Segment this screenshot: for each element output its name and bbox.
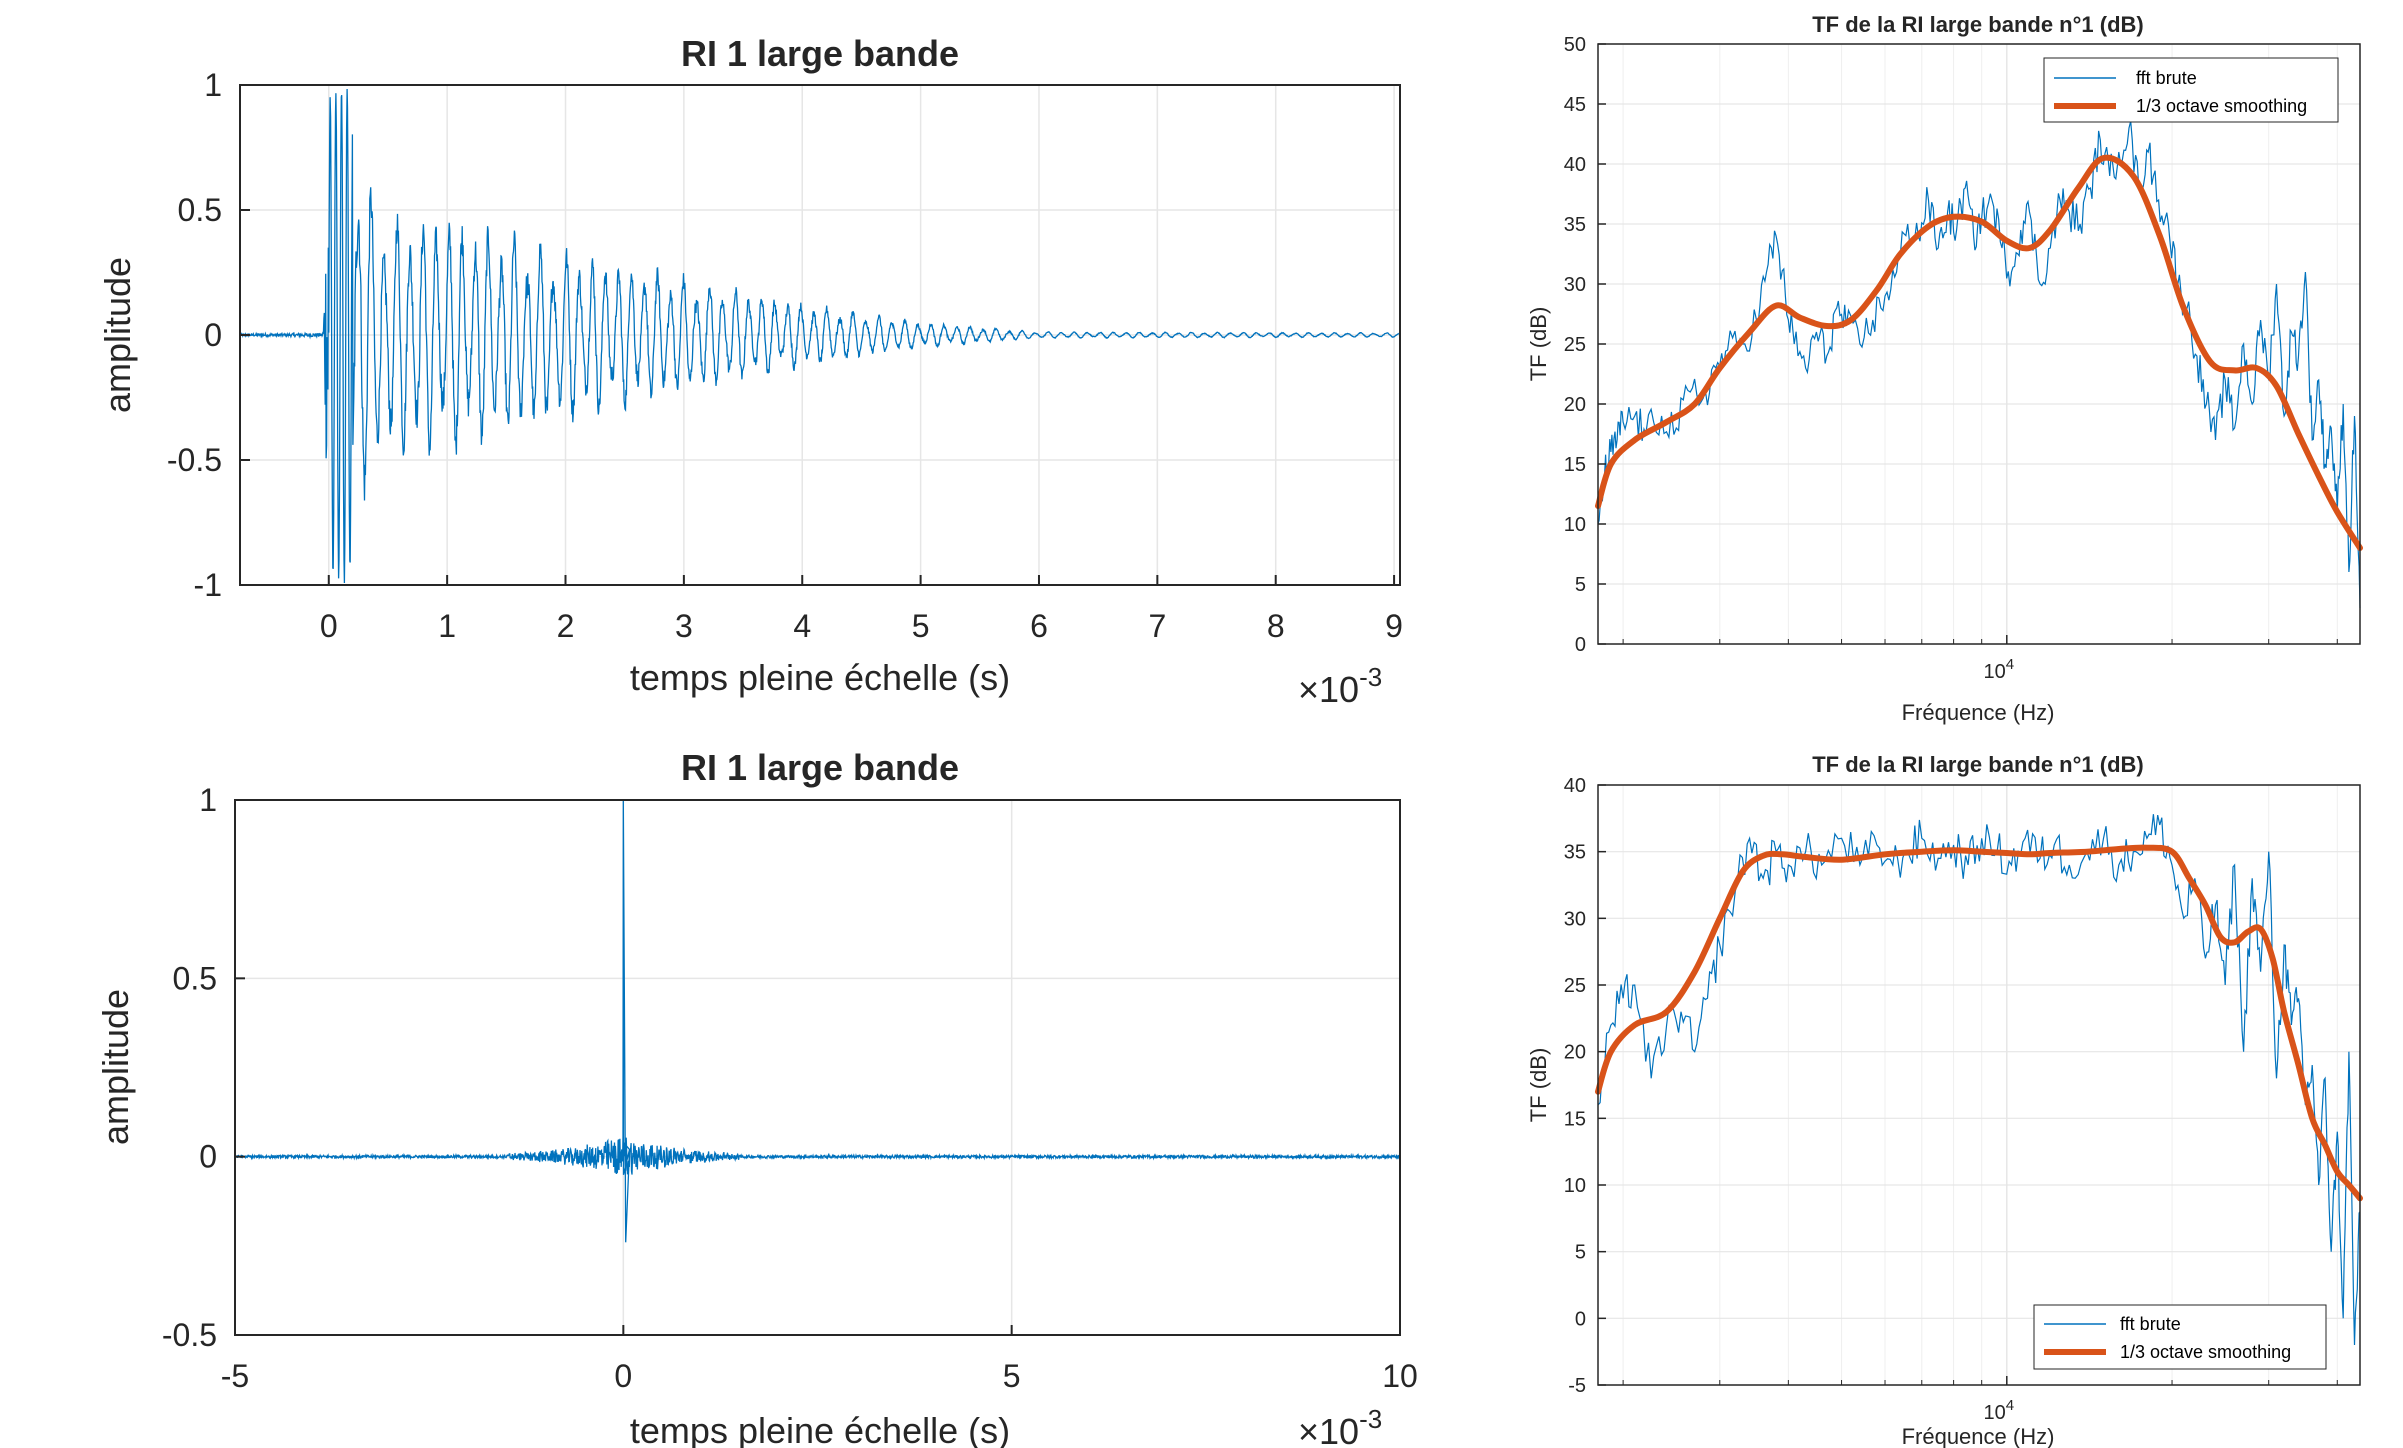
tf-top-series (1595, 121, 2363, 609)
y-tick-label: 10 (1564, 514, 1586, 536)
tf-bottom-axes-box (1597, 784, 2361, 1386)
y-tick-label: 20 (1564, 394, 1586, 416)
x-tick-label: 6 (1030, 608, 1048, 644)
tf-bottom-plot-area (1598, 785, 2360, 1385)
x-tick-label: 1 (438, 608, 456, 644)
y-tick-label: 15 (1564, 1108, 1586, 1130)
tf-bottom-legend-box (2033, 1304, 2327, 1370)
y-tick-label: 5 (1575, 574, 1586, 596)
y-tick-label: -0.5 (167, 442, 222, 478)
y-tick-label: -1 (194, 567, 222, 603)
x-tick-label: 10 (1382, 1358, 1418, 1394)
tf-top-xlabel: Fréquence (Hz) (1902, 700, 2055, 725)
ri-top-exponent: ×10-3 (1298, 662, 1382, 710)
y-tick-label: 50 (1564, 34, 1586, 56)
tf-top-legend-raw-label: fft brute (2136, 68, 2197, 88)
ri-bottom-chart: -5 0 5 10 -0.5 0 0.5 1 RI 1 large bande temps p… (95, 747, 1418, 1448)
y-tick-label: 40 (1564, 154, 1586, 176)
ri-bottom-xlabel: temps pleine échelle (s) (630, 1410, 1010, 1448)
tf-bottom-xlabel: Fréquence (Hz) (1902, 1424, 2055, 1448)
y-tick-label: 45 (1564, 94, 1586, 116)
tf-bottom-legend-smooth-label: 1/3 octave smoothing (2120, 1342, 2291, 1362)
x-tick-label: 4 (793, 608, 811, 644)
fft-raw-line (1597, 814, 2361, 1346)
tf-top-ylabel: TF (dB) (1526, 307, 1551, 382)
tf-bottom-ylabel: TF (dB) (1526, 1048, 1551, 1123)
x-tick-label: 0 (320, 608, 338, 644)
x-tick-label: -5 (221, 1358, 249, 1394)
ri-bottom-title: RI 1 large bande (681, 747, 959, 788)
ri-top-ticks: 0 1 2 3 4 5 6 7 8 9 -1 -0.5 0 0.5 1 (167, 67, 1403, 644)
tf-top-ticks: 104 0 5 10 15 20 25 30 35 40 45 50 (1564, 34, 2338, 683)
x-tick-label: 0 (614, 1358, 632, 1394)
y-tick-label: 0.5 (173, 960, 217, 996)
y-tick-label: 25 (1564, 334, 1586, 356)
y-tick-label: 40 (1564, 775, 1586, 797)
x-major-tick-label: 104 (1983, 1397, 2014, 1424)
y-tick-label: 5 (1575, 1242, 1586, 1264)
tf-bottom-title: TF de la RI large bande n°1 (dB) (1812, 752, 2144, 777)
fft-raw-line (1597, 121, 2361, 609)
tf-bottom-legend: fft brute 1/3 octave smoothing (2033, 1304, 2327, 1370)
tf-bottom-series (1595, 814, 2363, 1346)
y-tick-label: 1 (199, 782, 217, 818)
y-tick-label: 1 (204, 67, 222, 103)
y-tick-label: 35 (1564, 842, 1586, 864)
signal-line (239, 88, 1401, 584)
octave-smoothing-line (1595, 154, 2363, 551)
ri-bottom-ylabel: amplitude (95, 989, 136, 1145)
y-tick-label: 10 (1564, 1175, 1586, 1197)
ri-top-series (239, 88, 1401, 584)
ri-top-ylabel: amplitude (97, 257, 138, 413)
x-major-tick-label: 104 (1983, 656, 2014, 683)
tf-top-chart: 104 0 5 10 15 20 25 30 35 40 45 50 TF de la RI larg… (1526, 12, 2363, 725)
tf-top-legend: fft brute 1/3 octave smoothing (2043, 57, 2339, 123)
y-tick-label: 35 (1564, 214, 1586, 236)
tf-top-legend-box (2043, 57, 2339, 123)
y-tick-label: 20 (1564, 1042, 1586, 1064)
x-tick-label: 5 (1003, 1358, 1021, 1394)
tf-bottom-legend-raw-label: fft brute (2120, 1314, 2181, 1334)
ri-top-xlabel: temps pleine échelle (s) (630, 657, 1010, 698)
x-tick-label: 7 (1148, 608, 1166, 644)
signal-line (234, 799, 1401, 1243)
x-tick-label: 3 (675, 608, 693, 644)
ri-bottom-axes-box (234, 799, 1401, 1336)
y-tick-label: 25 (1564, 975, 1586, 997)
y-tick-label: -5 (1568, 1375, 1586, 1397)
y-tick-label: 15 (1564, 454, 1586, 476)
tf-top-legend-smooth-label: 1/3 octave smoothing (2136, 96, 2307, 116)
y-tick-label: 0 (199, 1139, 217, 1175)
x-tick-label: 9 (1385, 608, 1403, 644)
tf-bottom-ticks: 104 -5 0 5 10 15 20 25 30 35 40 (1564, 775, 2338, 1424)
y-tick-label: 0 (1575, 1308, 1586, 1330)
ri-top-chart: 0 1 2 3 4 5 6 7 8 9 -1 -0.5 0 0.5 1 RI 1 large bande t… (97, 33, 1403, 710)
y-tick-label: 30 (1564, 908, 1586, 930)
ri-top-title: RI 1 large bande (681, 33, 959, 74)
ri-bottom-series (234, 799, 1401, 1243)
x-tick-label: 2 (557, 608, 575, 644)
x-tick-label: 8 (1267, 608, 1285, 644)
ri-bottom-plot-area (235, 800, 1400, 1335)
y-tick-label: 0 (204, 317, 222, 353)
y-tick-label: 30 (1564, 274, 1586, 296)
octave-smoothing-line (1595, 844, 2363, 1202)
ri-bottom-ticks: -5 0 5 10 -0.5 0 0.5 1 (162, 782, 1418, 1394)
y-tick-label: -0.5 (162, 1317, 217, 1353)
y-tick-label: 0 (1575, 634, 1586, 656)
ri-bottom-exponent: ×10-3 (1298, 1404, 1382, 1448)
y-tick-label: 0.5 (178, 192, 222, 228)
x-tick-label: 5 (912, 608, 930, 644)
tf-bottom-chart: 104 -5 0 5 10 15 20 25 30 35 40 TF de la RI large … (1526, 752, 2363, 1448)
tf-top-title: TF de la RI large bande n°1 (dB) (1812, 12, 2144, 37)
